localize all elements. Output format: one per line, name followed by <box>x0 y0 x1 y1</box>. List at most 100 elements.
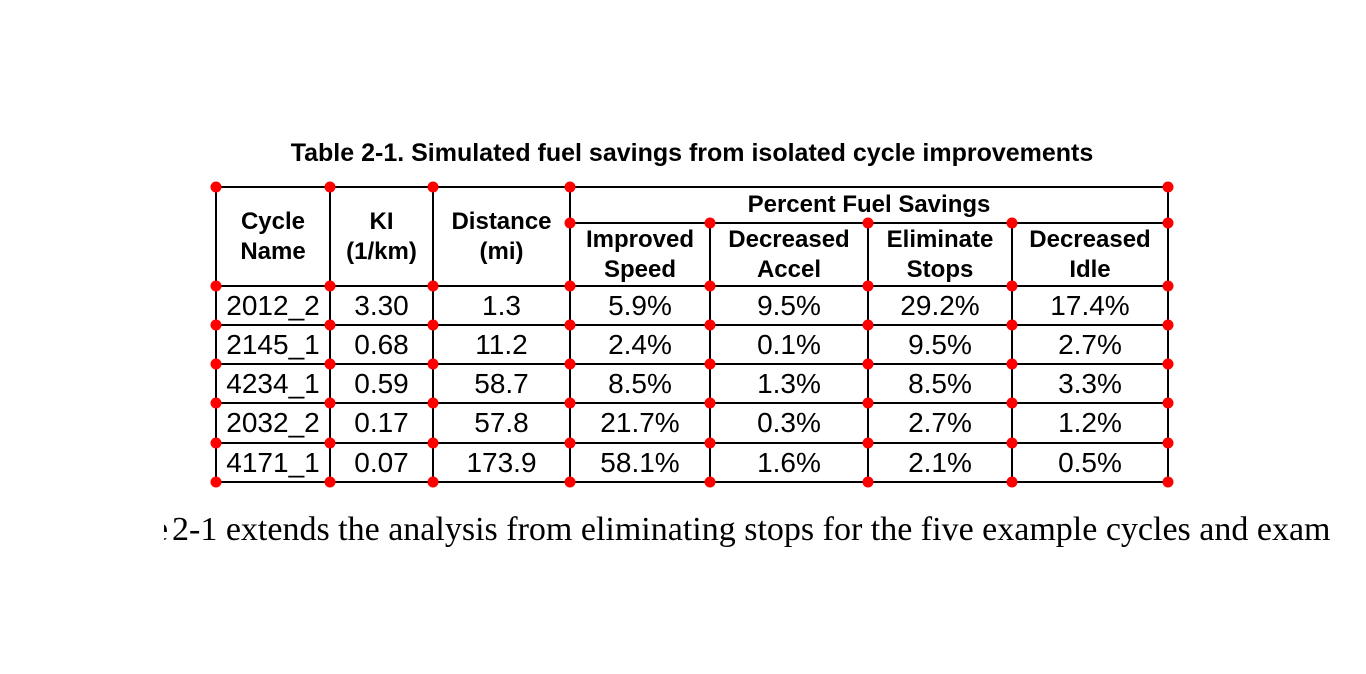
annotation-dot <box>704 437 716 449</box>
annotation-dot <box>1006 437 1018 449</box>
annotation-dot <box>1006 280 1018 292</box>
cell-eliminate-stops: 29.2% <box>869 287 1013 326</box>
annotation-dot <box>1162 181 1174 193</box>
cell-cycle-name: 2012_2 <box>217 287 331 326</box>
fuel-savings-table: Cycle Name KI (1/km) Distance (mi) Perce… <box>215 186 1169 483</box>
annotation-dot <box>862 358 874 370</box>
header-distance: Distance (mi) <box>434 188 571 287</box>
annotation-dot <box>324 319 336 331</box>
annotation-dot <box>862 280 874 292</box>
cell-ki: 0.17 <box>331 404 434 444</box>
cell-decreased-accel: 0.1% <box>711 326 869 365</box>
annotation-dot <box>1162 397 1174 409</box>
annotation-dot <box>704 217 716 229</box>
cell-ki: 0.07 <box>331 444 434 483</box>
cell-distance: 1.3 <box>434 287 571 326</box>
header-improved-speed: Improved Speed <box>571 224 711 287</box>
annotation-dot <box>564 319 576 331</box>
cell-distance: 57.8 <box>434 404 571 444</box>
body-text-line: 2-1 extends the analysis from eliminatin… <box>172 511 1331 548</box>
annotation-dot <box>210 319 222 331</box>
clipped-glyph-fragment: e <box>164 510 168 550</box>
cell-decreased-idle: 2.7% <box>1013 326 1169 365</box>
cell-improved-speed: 58.1% <box>571 444 711 483</box>
annotation-dot <box>210 280 222 292</box>
annotation-dot <box>324 437 336 449</box>
annotation-dot <box>704 476 716 488</box>
annotation-dot <box>862 476 874 488</box>
annotation-dot <box>324 397 336 409</box>
cell-cycle-name: 4171_1 <box>217 444 331 483</box>
annotation-dot <box>427 280 439 292</box>
cell-decreased-accel: 1.6% <box>711 444 869 483</box>
annotation-dot <box>704 358 716 370</box>
annotation-dot <box>862 397 874 409</box>
annotation-dot <box>862 319 874 331</box>
cell-cycle-name: 2145_1 <box>217 326 331 365</box>
cell-improved-speed: 2.4% <box>571 326 711 365</box>
cell-decreased-idle: 3.3% <box>1013 365 1169 404</box>
annotation-dot <box>210 397 222 409</box>
annotation-dot <box>210 476 222 488</box>
annotation-dot <box>564 437 576 449</box>
annotation-dot <box>862 437 874 449</box>
annotation-dot <box>1006 397 1018 409</box>
annotation-dot <box>427 397 439 409</box>
cell-ki: 0.68 <box>331 326 434 365</box>
annotation-dot <box>427 181 439 193</box>
annotation-dot <box>564 358 576 370</box>
cell-eliminate-stops: 2.1% <box>869 444 1013 483</box>
annotation-dot <box>427 358 439 370</box>
header-ki: KI (1/km) <box>331 188 434 287</box>
annotation-dot <box>1006 476 1018 488</box>
cell-decreased-idle: 17.4% <box>1013 287 1169 326</box>
cell-improved-speed: 8.5% <box>571 365 711 404</box>
table-title: Table 2-1. Simulated fuel savings from i… <box>290 139 1094 167</box>
annotation-dot <box>1162 217 1174 229</box>
cell-decreased-accel: 9.5% <box>711 287 869 326</box>
cell-improved-speed: 5.9% <box>571 287 711 326</box>
cell-cycle-name: 2032_2 <box>217 404 331 444</box>
annotation-dot <box>1006 358 1018 370</box>
annotation-dot <box>1006 319 1018 331</box>
annotation-dot <box>1162 358 1174 370</box>
annotation-dot <box>210 181 222 193</box>
annotation-dot <box>704 319 716 331</box>
cell-eliminate-stops: 9.5% <box>869 326 1013 365</box>
cell-ki: 3.30 <box>331 287 434 326</box>
annotation-dot <box>1162 280 1174 292</box>
annotation-dot <box>862 217 874 229</box>
body-text: e2-1 extends the analysis from eliminati… <box>164 510 1331 550</box>
annotation-dot <box>427 319 439 331</box>
annotation-dot <box>427 476 439 488</box>
cell-distance: 173.9 <box>434 444 571 483</box>
cell-distance: 58.7 <box>434 365 571 404</box>
cell-decreased-idle: 0.5% <box>1013 444 1169 483</box>
cell-decreased-accel: 0.3% <box>711 404 869 444</box>
annotation-dot <box>1006 217 1018 229</box>
cell-cycle-name: 4234_1 <box>217 365 331 404</box>
annotation-dot <box>704 397 716 409</box>
annotation-dot <box>324 280 336 292</box>
annotation-dot <box>704 280 716 292</box>
annotation-dot <box>564 181 576 193</box>
cell-decreased-idle: 1.2% <box>1013 404 1169 444</box>
annotation-dot <box>324 476 336 488</box>
header-cycle-name: Cycle Name <box>217 188 331 287</box>
cell-decreased-accel: 1.3% <box>711 365 869 404</box>
annotation-dot <box>1162 476 1174 488</box>
annotation-dot <box>564 476 576 488</box>
header-eliminate-stops: Eliminate Stops <box>869 224 1013 287</box>
annotation-dot <box>1162 437 1174 449</box>
header-decreased-accel: Decreased Accel <box>711 224 869 287</box>
cell-improved-speed: 21.7% <box>571 404 711 444</box>
annotation-dot <box>210 437 222 449</box>
cell-ki: 0.59 <box>331 365 434 404</box>
annotation-dot <box>427 437 439 449</box>
annotation-dot <box>564 217 576 229</box>
annotation-dot <box>564 280 576 292</box>
annotation-dot <box>210 358 222 370</box>
annotation-dot <box>324 181 336 193</box>
annotation-dot <box>564 397 576 409</box>
